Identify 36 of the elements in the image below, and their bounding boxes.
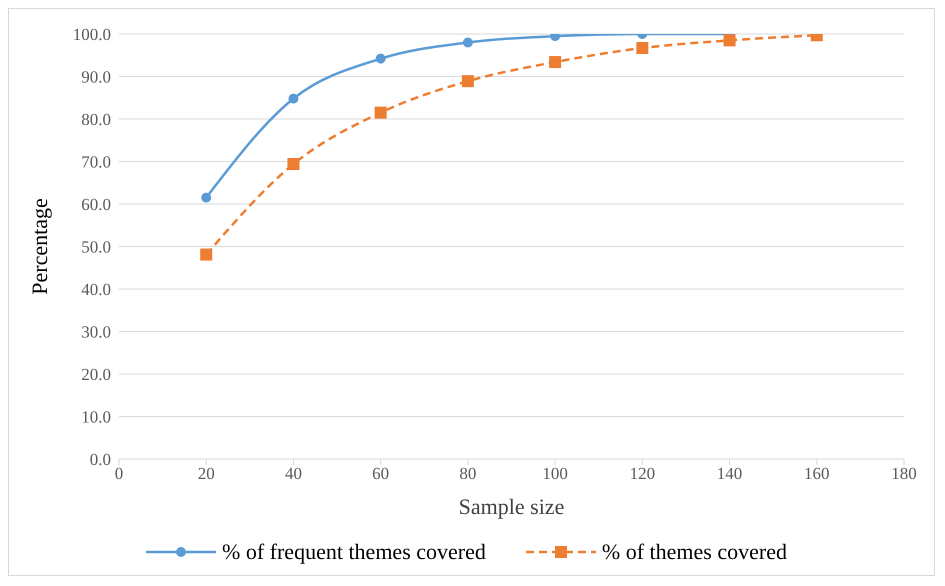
y-tick-label: 0.0: [90, 450, 111, 470]
y-tick-label: 80.0: [81, 110, 111, 130]
point: [376, 54, 386, 64]
y-tick-label: 30.0: [81, 322, 111, 342]
y-tick-label: 60.0: [81, 195, 111, 214]
x-tick-label: 100: [542, 464, 568, 484]
x-tick-label: 40: [284, 464, 302, 484]
x-tick-label: 20: [198, 464, 215, 484]
point: [724, 34, 736, 46]
y-tick-label: 40.0: [81, 280, 111, 300]
y-tick-label: 50.0: [81, 238, 111, 257]
x-tick-label: 80: [459, 464, 476, 484]
legend-label: % of frequent themes covered: [222, 539, 486, 565]
x-tick-label: 60: [372, 464, 390, 484]
y-tick-label: 10.0: [81, 408, 111, 427]
point: [636, 42, 648, 54]
x-axis-title: Sample size: [458, 494, 564, 519]
y-tick-label: 90.0: [81, 68, 111, 87]
point: [374, 106, 387, 119]
point: [201, 192, 212, 203]
point: [200, 248, 212, 261]
x-tick-label: 0: [114, 464, 124, 484]
y-tick-label: 70.0: [81, 152, 111, 172]
point: [462, 75, 474, 88]
y-axis-title: Percentage: [26, 198, 52, 295]
x-tick-label: 160: [804, 464, 830, 484]
x-tick-label: 140: [716, 464, 742, 484]
y-tick-label: 20.0: [81, 365, 111, 384]
point: [287, 158, 300, 170]
x-tick-label: 180: [891, 464, 917, 484]
point: [462, 38, 473, 48]
x-tick-label: 120: [630, 464, 656, 484]
y-tick-label: 100.0: [72, 25, 111, 44]
point: [549, 56, 562, 68]
legend-label: % of themes covered: [602, 539, 787, 565]
point: [288, 94, 298, 104]
